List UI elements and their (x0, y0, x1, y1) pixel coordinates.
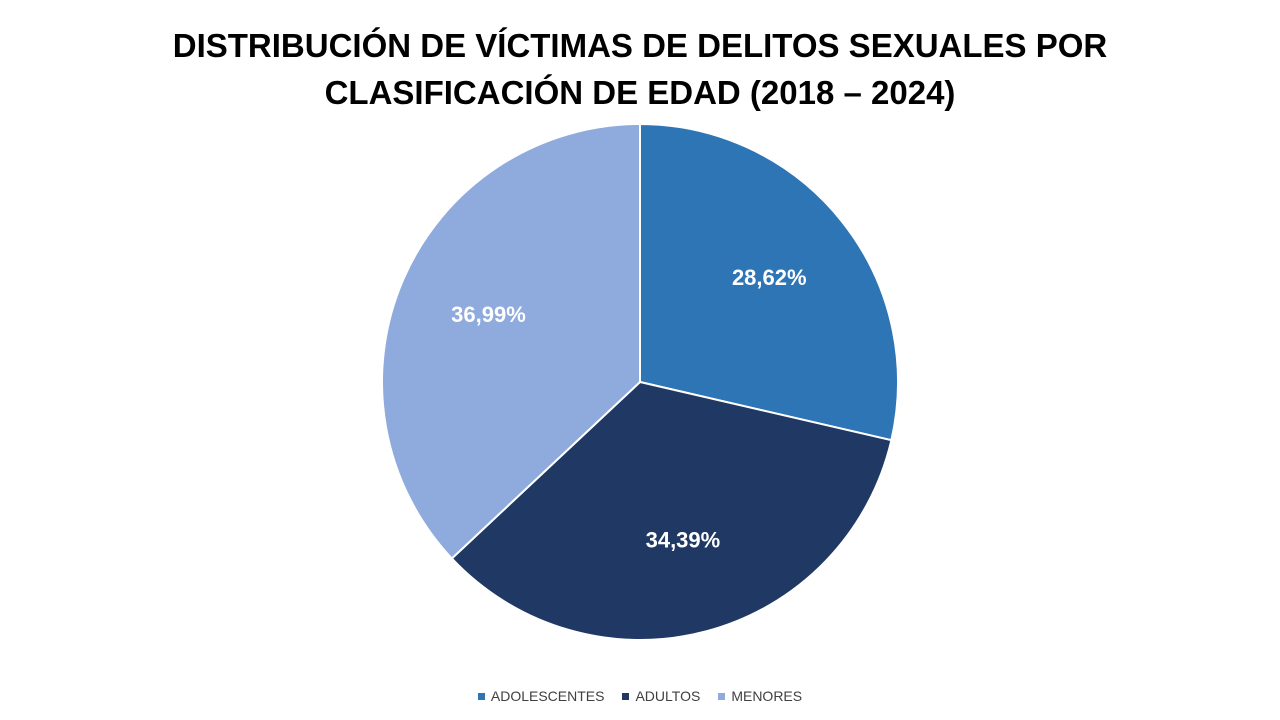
legend-swatch-adultos (622, 692, 630, 700)
legend-item-adultos: ADULTOS (622, 688, 700, 704)
pie-slice-adultos (450, 380, 893, 641)
pie-slice-adolescentes (639, 122, 899, 442)
chart-title-line-2: CLASIFICACIÓN DE EDAD (2018 – 2024) (324, 74, 956, 111)
pie-slice-menores (381, 122, 641, 560)
legend-label-adolescentes: ADOLESCENTES (490, 688, 605, 704)
legend-label-adultos: ADULTOS (635, 688, 701, 704)
data-label-adolescentes: 28,62% (732, 265, 807, 290)
legend-label-menores: MENORES (731, 688, 803, 704)
legend-swatch-adolescentes (477, 692, 485, 700)
pie-slices (381, 122, 899, 641)
legend-item-adolescentes: ADOLESCENTES (477, 688, 605, 704)
data-label-adultos: 34,39% (646, 527, 721, 552)
chart-legend: ADOLESCENTES ADULTOS MENORES (0, 688, 1280, 704)
chart-title-line-1: DISTRIBUCIÓN DE VÍCTIMAS DE DELITOS SEXU… (172, 27, 1108, 64)
legend-item-menores: MENORES (718, 688, 802, 704)
chart-title: DISTRIBUCIÓN DE VÍCTIMAS DE DELITOS SEXU… (0, 22, 1280, 116)
legend-swatch-menores (718, 692, 726, 700)
data-label-menores: 36,99% (451, 302, 526, 327)
